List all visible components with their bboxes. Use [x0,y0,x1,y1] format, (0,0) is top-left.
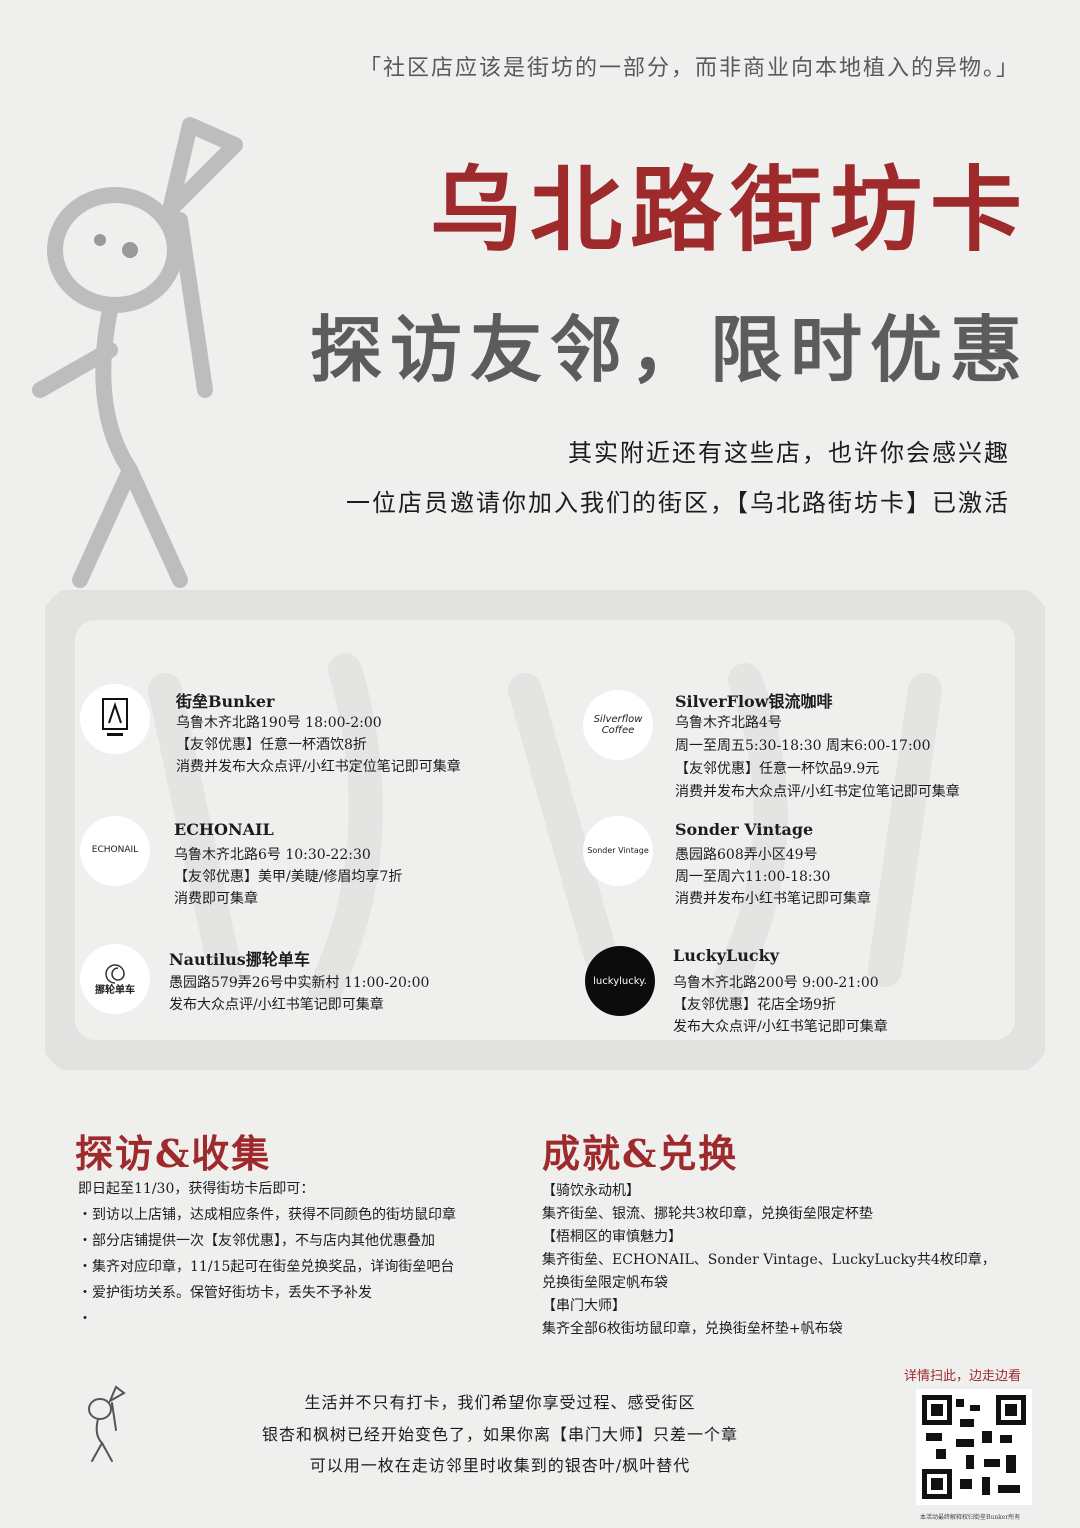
store-detail: 乌鲁木齐北路4号 [675,715,782,731]
mascot-illustration [32,117,243,588]
echonail-logo-icon: ECHONAIL [80,816,150,886]
redeem-line: 集齐全部6枚街坊鼠印章，兑换街垒杯垫+帆布袋 [542,1321,843,1337]
redeem-title: 成就&兑换 [542,1131,739,1176]
collect-item: ・到访以上店铺，达成相应条件，获得不同颜色的街坊鼠印章 [78,1207,456,1223]
store-detail: 乌鲁木齐北路190号 18:00-2:00 [176,715,382,731]
logo-text: ECHONAIL [91,845,139,856]
redeem-line: 【骑饮永动机】 [542,1183,640,1199]
page-title: 乌北路街坊卡 [429,156,1030,264]
collect-item: ・部分店铺提供一次【友邻优惠】，不与店内其他优惠叠加 [78,1233,435,1249]
collect-item: ・爱护街坊关系。保管好街坊卡，丢失不予补发 [78,1285,372,1301]
store-detail: 【友邻优惠】美甲/美睫/修眉均享7折 [174,869,403,885]
bunker-logo-icon [80,684,150,754]
collect-title: 探访&收集 [75,1131,272,1176]
store-name: SilverFlow银流咖啡 [675,692,833,711]
footer-line: 生活并不只有打卡，我们希望你享受过程、感受街区 [304,1393,696,1412]
fine-print: 本活动最终解释权归街垒Bunker所有 [920,1514,1021,1521]
store-detail: 消费并发布大众点评/小红书定位笔记即可集章 [176,759,461,775]
quote: 「社区店应该是街坊的一部分，而非商业向本地植入的异物。」 [358,56,1020,81]
nautilus-spiral-icon [105,963,125,984]
collect-intro: 即日起至11/30，获得街坊卡后即可： [78,1181,315,1197]
store-detail: 【友邻优惠】花店全场9折 [673,997,836,1013]
sonder-logo-icon: Sonder Vintage [583,816,653,886]
store-name: ECHONAIL [174,820,274,839]
intro-line-1: 其实附近还有这些店，也许你会感兴趣 [568,439,1010,467]
background-stamp [45,590,1045,1070]
redeem-line: 【梧桐区的审慎魅力】 [542,1229,682,1245]
logo-text: luckylucky. [593,975,647,987]
qr-code-icon[interactable] [916,1389,1032,1505]
qr-label: 详情扫此，边走边看 [904,1369,1022,1384]
store-detail: 消费并发布大众点评/小红书定位笔记即可集章 [675,784,960,800]
store-name: Sonder Vintage [675,820,814,839]
logo-text: Sonder Vintage [587,845,649,855]
store-detail: 发布大众点评/小红书笔记即可集章 [673,1019,888,1035]
redeem-line: 兑换街垒限定帆布袋 [542,1275,668,1291]
store-detail: 乌鲁木齐北路200号 9:00-21:00 [673,975,879,991]
luckylucky-logo-icon: luckylucky. [585,946,655,1016]
store-name: 街垒Bunker [176,692,275,711]
redeem-line: 集齐街垒、ECHONAIL、Sonder Vintage、LuckyLucky共… [542,1252,996,1268]
logo-text: 挪轮单车 [95,984,135,996]
bunker-emblem-icon [102,698,128,736]
collect-item: ・ [78,1311,92,1327]
store-detail: 乌鲁木齐北路6号 10:30-22:30 [174,847,371,863]
store-detail: 周一至周五5:30-18:30 周末6:00-17:00 [675,738,931,754]
store-name: LuckyLucky [673,946,780,965]
store-detail: 愚园路608弄小区49号 [675,847,818,863]
store-detail: 【友邻优惠】任意一杯饮品9.9元 [675,761,880,777]
footer-line: 银杏和枫树已经开始变色了，如果你离【串门大师】只差一个章 [261,1425,738,1444]
intro-line-2: 一位店员邀请你加入我们的街区，【乌北路街坊卡】已激活 [346,489,1010,517]
store-detail: 发布大众点评/小红书笔记即可集章 [169,997,384,1013]
footer-line: 可以用一枚在走访邻里时收集到的银杏叶/枫叶替代 [309,1456,691,1475]
store-name: Nautilus挪轮单车 [169,950,310,969]
logo-text: Silverflow Coffee [593,714,643,736]
collect-item: ・集齐对应印章，11/15起可在街垒兑换奖品，详询街垒吧台 [78,1259,455,1275]
store-detail: 愚园路579弄26号中实新村 11:00-20:00 [169,975,430,991]
store-detail: 周一至周六11:00-18:30 [675,869,831,885]
redeem-line: 集齐街垒、银流、挪轮共3枚印章，兑换街垒限定杯垫 [542,1206,873,1222]
nautilus-logo-icon: 挪轮单车 [80,944,150,1014]
store-detail: 【友邻优惠】任意一杯酒饮8折 [176,737,367,753]
store-detail: 消费即可集章 [174,891,258,907]
redeem-line: 【串门大师】 [542,1298,626,1314]
store-detail: 消费并发布小红书笔记即可集章 [675,891,871,907]
silverflow-logo-icon: Silverflow Coffee [583,690,653,760]
small-mascot-icon [88,1385,126,1462]
page-subtitle: 探访友邻，限时优惠 [309,307,1030,392]
